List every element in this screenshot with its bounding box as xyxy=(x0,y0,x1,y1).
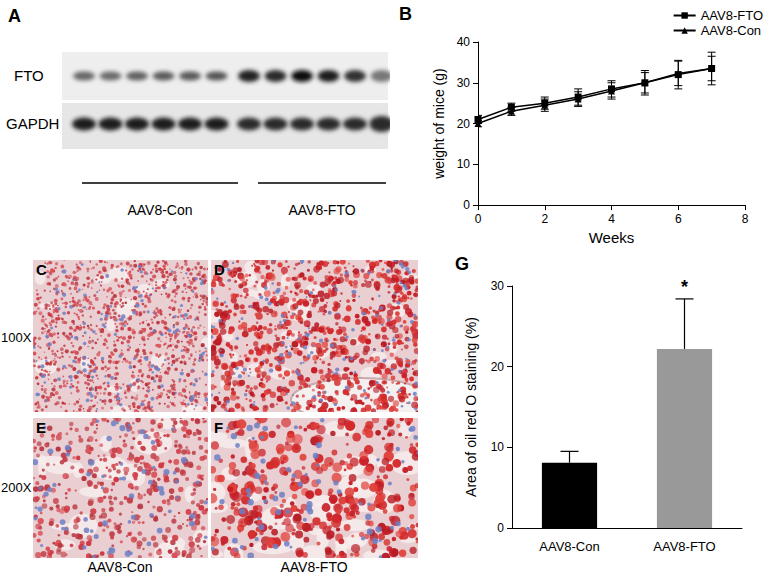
svg-text:AAV8-Con: AAV8-Con xyxy=(701,23,761,38)
svg-text:E: E xyxy=(36,419,46,436)
svg-text:AAV8-FTO: AAV8-FTO xyxy=(288,202,355,218)
svg-text:30: 30 xyxy=(491,279,505,293)
svg-text:AAV8-Con: AAV8-Con xyxy=(87,559,152,575)
svg-text:AAV8-Con: AAV8-Con xyxy=(127,202,192,218)
svg-text:AAV8-FTO: AAV8-FTO xyxy=(280,559,347,575)
svg-text:10: 10 xyxy=(457,157,471,171)
svg-text:A: A xyxy=(8,6,21,26)
svg-text:AAV8-FTO: AAV8-FTO xyxy=(701,8,763,23)
svg-text:10: 10 xyxy=(491,440,505,454)
svg-text:2: 2 xyxy=(541,212,548,226)
svg-text:AAV8-Con: AAV8-Con xyxy=(539,539,599,554)
svg-text:D: D xyxy=(214,261,225,278)
svg-text:GAPDH: GAPDH xyxy=(6,115,59,132)
svg-text:AAV8-FTO: AAV8-FTO xyxy=(653,539,715,554)
svg-text:B: B xyxy=(399,4,412,24)
svg-text:40: 40 xyxy=(457,35,471,49)
svg-text:30: 30 xyxy=(457,76,471,90)
svg-text:weight of mice (g): weight of mice (g) xyxy=(431,68,447,179)
svg-text:G: G xyxy=(455,254,469,274)
svg-text:FTO: FTO xyxy=(14,67,44,84)
svg-text:F: F xyxy=(214,419,223,436)
svg-text:4: 4 xyxy=(608,212,615,226)
svg-text:8: 8 xyxy=(742,212,749,226)
svg-text:Area of oil red O staining (%): Area of oil red O staining (%) xyxy=(463,317,479,497)
svg-text:6: 6 xyxy=(675,212,682,226)
svg-text:20: 20 xyxy=(457,117,471,131)
svg-text:20: 20 xyxy=(491,360,505,374)
svg-text:0: 0 xyxy=(475,212,482,226)
svg-text:C: C xyxy=(36,261,47,278)
svg-text:*: * xyxy=(681,277,688,297)
svg-text:Weeks: Weeks xyxy=(589,229,635,246)
svg-text:100X: 100X xyxy=(1,330,32,345)
svg-text:0: 0 xyxy=(463,198,470,212)
svg-text:200X: 200X xyxy=(1,480,32,495)
svg-text:0: 0 xyxy=(497,521,504,535)
